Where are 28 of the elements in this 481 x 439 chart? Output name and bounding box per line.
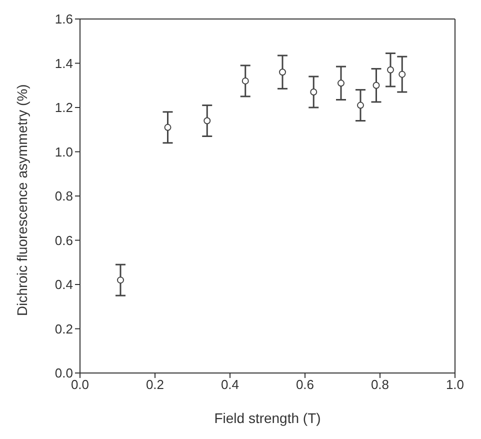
y-tick-label: 1.4 — [54, 56, 73, 71]
point — [164, 124, 172, 131]
x-tick-label: 1.0 — [446, 377, 464, 392]
x-axis-title: Field strength (T) — [214, 410, 321, 426]
y-tick-label: 1.0 — [54, 144, 73, 160]
y-tick-label: 0.0 — [54, 366, 73, 381]
x-tick-label: 0.6 — [296, 377, 314, 392]
y-tick-label: 0.4 — [54, 277, 73, 292]
point — [117, 276, 124, 284]
x-tick-label: 0.2 — [146, 377, 164, 392]
y-axis-title: Dichroic fluorescence asymmetry (%) — [14, 84, 30, 316]
point — [310, 88, 318, 96]
point — [279, 68, 286, 76]
point — [338, 80, 344, 87]
point — [387, 66, 394, 74]
y-tick-label: 0.2 — [54, 321, 73, 336]
x-tick-label: 0.0 — [70, 377, 90, 392]
y-tick-label: 0.6 — [54, 232, 73, 248]
x-tick-label: 0.8 — [370, 377, 390, 392]
point — [242, 77, 249, 84]
point — [398, 70, 406, 78]
point — [372, 82, 380, 89]
y-tick-label: 1.6 — [54, 12, 73, 27]
y-tick-label: 1.2 — [54, 100, 73, 116]
y-tick-label: 0.8 — [54, 188, 73, 204]
point — [204, 117, 211, 124]
x-tick-label: 0.4 — [220, 377, 240, 392]
point — [357, 102, 364, 109]
